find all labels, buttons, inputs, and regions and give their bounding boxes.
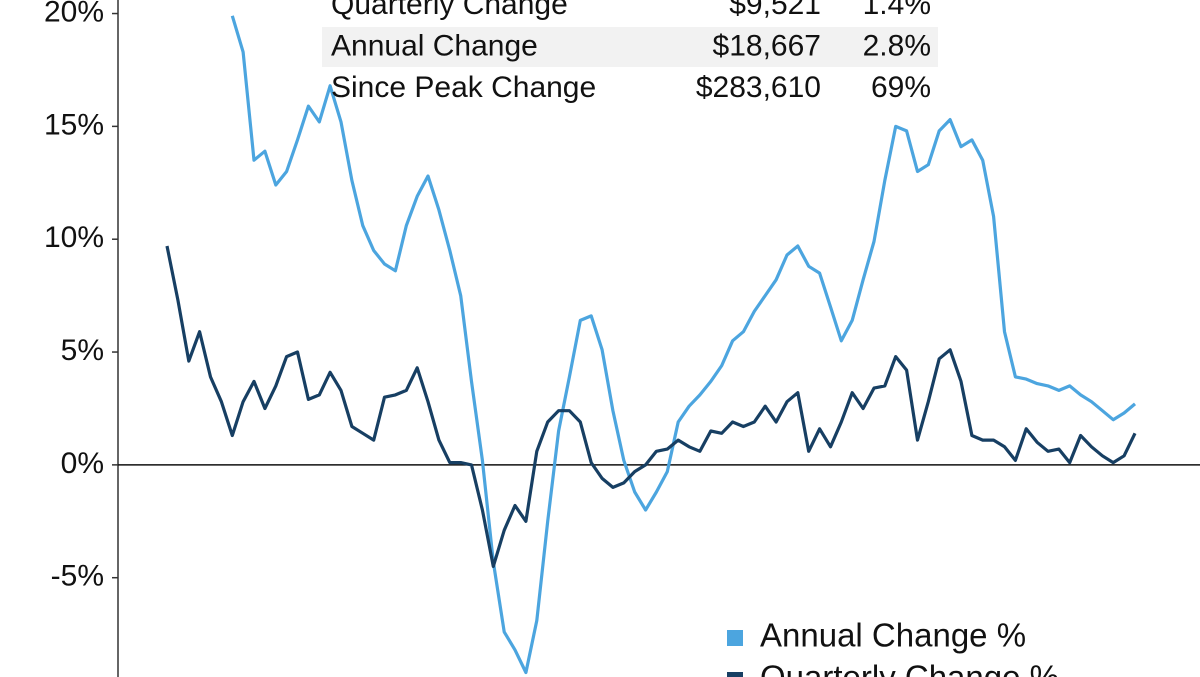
y-tick-label: 20% xyxy=(44,0,104,28)
table-percent: 1.4% xyxy=(863,0,931,21)
legend-text: Annual Change % xyxy=(760,617,1026,654)
table-row-highlight xyxy=(322,27,938,67)
table-amount: $283,610 xyxy=(696,71,821,104)
y-tick-label: 0% xyxy=(61,447,104,480)
legend-marker xyxy=(727,630,743,646)
y-tick-label: 10% xyxy=(44,221,104,254)
y-tick-label: 5% xyxy=(61,334,104,367)
line-series xyxy=(230,15,1137,675)
table-label: Since Peak Change xyxy=(331,71,596,104)
table-percent: 2.8% xyxy=(863,29,931,62)
y-tick-label: 15% xyxy=(44,108,104,141)
line-series xyxy=(165,245,1137,568)
table-label: Annual Change xyxy=(331,29,538,62)
y-tick-label: -5% xyxy=(51,560,104,593)
table-amount: $9,521 xyxy=(729,0,821,21)
table-amount: $18,667 xyxy=(713,29,821,62)
table-label: Quarterly Change xyxy=(331,0,568,21)
legend-text: Quarterly Change % xyxy=(760,659,1059,677)
legend-marker xyxy=(727,672,743,677)
table-percent: 69% xyxy=(871,71,931,104)
